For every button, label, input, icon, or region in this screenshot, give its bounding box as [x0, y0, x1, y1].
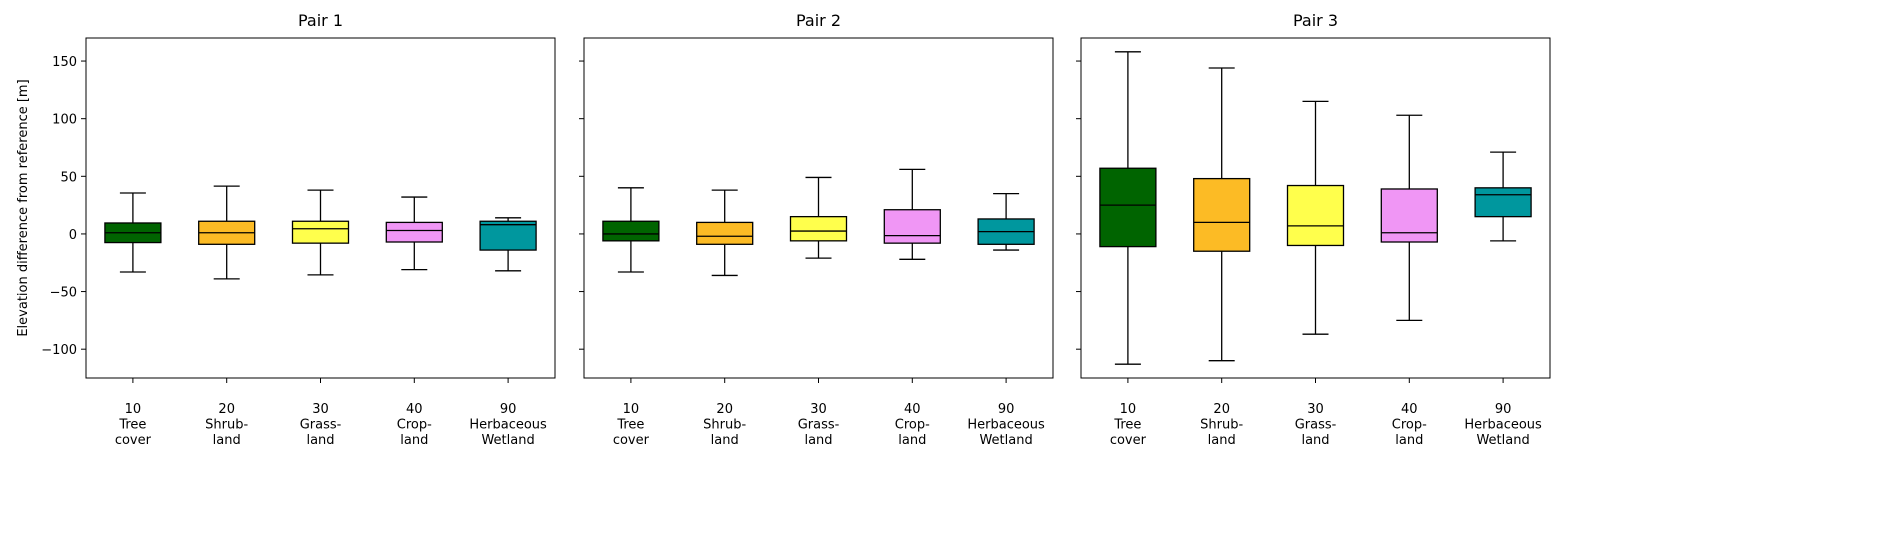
y-tick-label: −50 [50, 286, 77, 301]
x-tick-label: 40 [904, 402, 921, 417]
box-20 [696, 221, 754, 245]
x-tick-label: Herbaceous [967, 418, 1045, 433]
x-tick-label: 30 [1307, 402, 1324, 417]
box-90 [1474, 187, 1532, 218]
box-40 [883, 209, 941, 244]
x-tick-label: 10 [623, 402, 640, 417]
x-tick-label: Shrub- [703, 418, 746, 433]
x-tick-label: land [213, 433, 241, 448]
x-tick-label: Shrub- [205, 418, 248, 433]
x-tick-label: 90 [998, 402, 1015, 417]
x-tick-label: Tree [118, 418, 146, 433]
x-tick-label: 20 [1213, 402, 1230, 417]
plot-frame [583, 37, 1054, 379]
x-tick-label: land [1301, 433, 1329, 448]
x-tick-label: 40 [1401, 402, 1418, 417]
y-tick-label: 100 [52, 113, 77, 128]
y-tick-label: −100 [41, 343, 77, 358]
x-tick-label: Herbaceous [469, 418, 547, 433]
x-tick-label: cover [613, 433, 650, 448]
x-tick-label: Herbaceous [1464, 418, 1542, 433]
x-tick-label: Crop- [1392, 418, 1427, 433]
box-30 [789, 215, 848, 242]
x-tick-label: cover [115, 433, 152, 448]
x-tick-label: Grass- [798, 418, 840, 433]
y-tick-label: 150 [52, 55, 77, 70]
x-tick-label: 10 [1120, 402, 1137, 417]
box-10 [602, 220, 660, 242]
x-tick-label: Grass- [300, 418, 342, 433]
x-tick-label: land [400, 433, 428, 448]
box-30 [291, 220, 350, 244]
box-40 [385, 221, 443, 243]
x-tick-label: 30 [810, 402, 827, 417]
x-tick-label: 20 [716, 402, 733, 417]
x-tick-label: Wetland [481, 433, 534, 448]
x-tick-label: 90 [500, 402, 517, 417]
panel-title: Pair 1 [298, 11, 343, 30]
box-30 [1286, 184, 1345, 247]
x-tick-label: 10 [125, 402, 142, 417]
x-tick-label: 90 [1495, 402, 1512, 417]
x-tick-label: land [711, 433, 739, 448]
x-tick-label: 40 [406, 402, 423, 417]
x-tick-label: land [1395, 433, 1423, 448]
plot-frame [85, 37, 556, 379]
x-tick-label: Tree [616, 418, 644, 433]
x-tick-label: Wetland [979, 433, 1032, 448]
x-tick-label: Wetland [1476, 433, 1529, 448]
y-tick-label: 50 [60, 170, 77, 185]
x-tick-label: land [898, 433, 926, 448]
y-axis-label: Elevation difference from reference [m] [16, 79, 31, 336]
x-tick-label: Shrub- [1200, 418, 1243, 433]
x-tick-label: Crop- [895, 418, 930, 433]
plot-frame [1080, 37, 1551, 379]
box-10 [1099, 167, 1157, 248]
x-tick-label: Grass- [1295, 418, 1337, 433]
box-20 [1193, 177, 1251, 252]
panel-title: Pair 3 [1293, 11, 1338, 30]
x-tick-label: Crop- [397, 418, 432, 433]
x-tick-label: land [1208, 433, 1236, 448]
x-tick-label: 20 [218, 402, 235, 417]
x-tick-label: land [804, 433, 832, 448]
x-tick-label: Tree [1113, 418, 1141, 433]
x-tick-label: 30 [312, 402, 329, 417]
x-tick-label: land [306, 433, 334, 448]
box-90 [479, 220, 537, 251]
box-40 [1380, 188, 1438, 243]
x-tick-label: cover [1110, 433, 1147, 448]
panel-title: Pair 2 [796, 11, 841, 30]
y-tick-label: 0 [69, 228, 77, 243]
